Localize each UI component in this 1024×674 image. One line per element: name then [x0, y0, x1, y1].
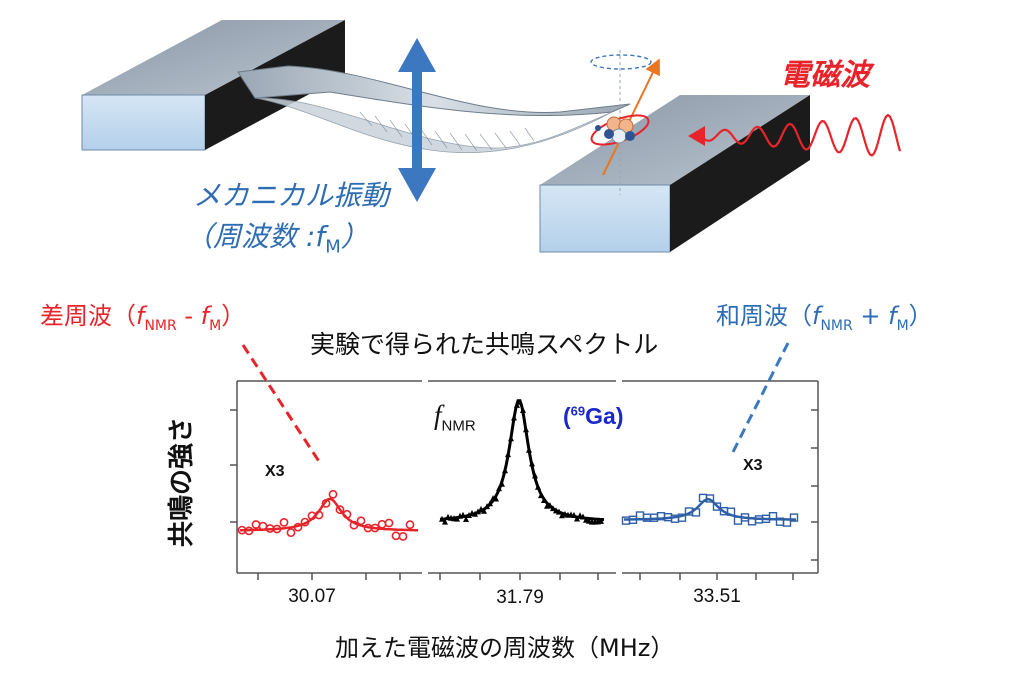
difference-frequency-label: 差周波（fNMR - fM）: [40, 296, 245, 334]
x-tick-label-center: 31.79: [496, 587, 544, 608]
data-point: [406, 521, 413, 528]
data-point: [511, 415, 517, 421]
diff-leader-line: [243, 345, 320, 463]
sum-sub2: M: [897, 318, 909, 334]
vibrating-beam: [238, 66, 630, 153]
chart-ticks: [230, 410, 818, 580]
chart-frame: [237, 381, 818, 573]
diff-prefix: 差周波（: [40, 302, 136, 330]
diff-op: -: [177, 302, 201, 330]
x-tick-label-right: 33.51: [693, 586, 741, 607]
vibration-label-suffix: ）: [341, 220, 369, 253]
fnmr-label: fNMR: [434, 400, 476, 434]
chart-title: 実験で得られた共鳴スペクトル: [310, 325, 658, 361]
vibration-arrow: [398, 38, 436, 202]
x-tick-label-left: 30.07: [288, 586, 336, 607]
isotope-close: ): [616, 403, 624, 429]
right-support-block: [540, 95, 810, 252]
data-point: [508, 435, 514, 441]
em-wave-label: 電磁波: [780, 50, 870, 94]
data-point: [502, 467, 508, 473]
isotope-mass-number: 69: [571, 403, 585, 418]
data-point: [252, 521, 259, 528]
diff-suffix: ）: [221, 302, 245, 330]
data-point: [526, 447, 532, 453]
sum-prefix: 和周波（: [716, 302, 812, 330]
data-point: [280, 519, 287, 526]
fnmr-f: f: [434, 400, 442, 430]
vibration-label-line2: （周波数 :fM）: [185, 215, 369, 258]
left-multiplier-label: X3: [265, 463, 285, 480]
data-point: [357, 517, 364, 524]
x-axis-label: 加えた電磁波の周波数（MHz）: [335, 628, 674, 663]
right-multiplier-label: X3: [743, 457, 763, 474]
vibration-label-prefix: （周波数 :: [185, 220, 315, 253]
vibration-label-line1: メカニカル振動: [193, 174, 389, 214]
sum-f2: f: [888, 302, 896, 330]
sum-leader-line: [733, 343, 788, 452]
sum-suffix: ）: [909, 302, 933, 330]
sum-frequency-label: 和周波（fNMR + fM）: [716, 296, 933, 334]
data-point: [385, 519, 392, 526]
isotope-open: (: [563, 403, 571, 429]
data-point: [287, 529, 294, 536]
series-sum: [623, 494, 798, 526]
isotope-label: (69Ga): [563, 403, 624, 430]
diff-sub1: NMR: [144, 318, 176, 334]
vibration-sub: M: [325, 237, 341, 258]
data-point: [378, 521, 385, 528]
sum-sub1: NMR: [820, 318, 852, 334]
data-point: [392, 532, 399, 539]
isotope-element: Ga: [585, 403, 616, 429]
sum-op: +: [853, 302, 888, 330]
y-axis-label: 共鳴の強さ: [167, 417, 197, 547]
series-difference: [238, 491, 418, 540]
diff-sub2: M: [209, 318, 221, 334]
data-point: [399, 533, 406, 540]
diff-f2: f: [201, 302, 209, 330]
vibration-f: f: [315, 220, 325, 253]
fnmr-sub: NMR: [442, 417, 476, 434]
data-point: [329, 491, 336, 498]
